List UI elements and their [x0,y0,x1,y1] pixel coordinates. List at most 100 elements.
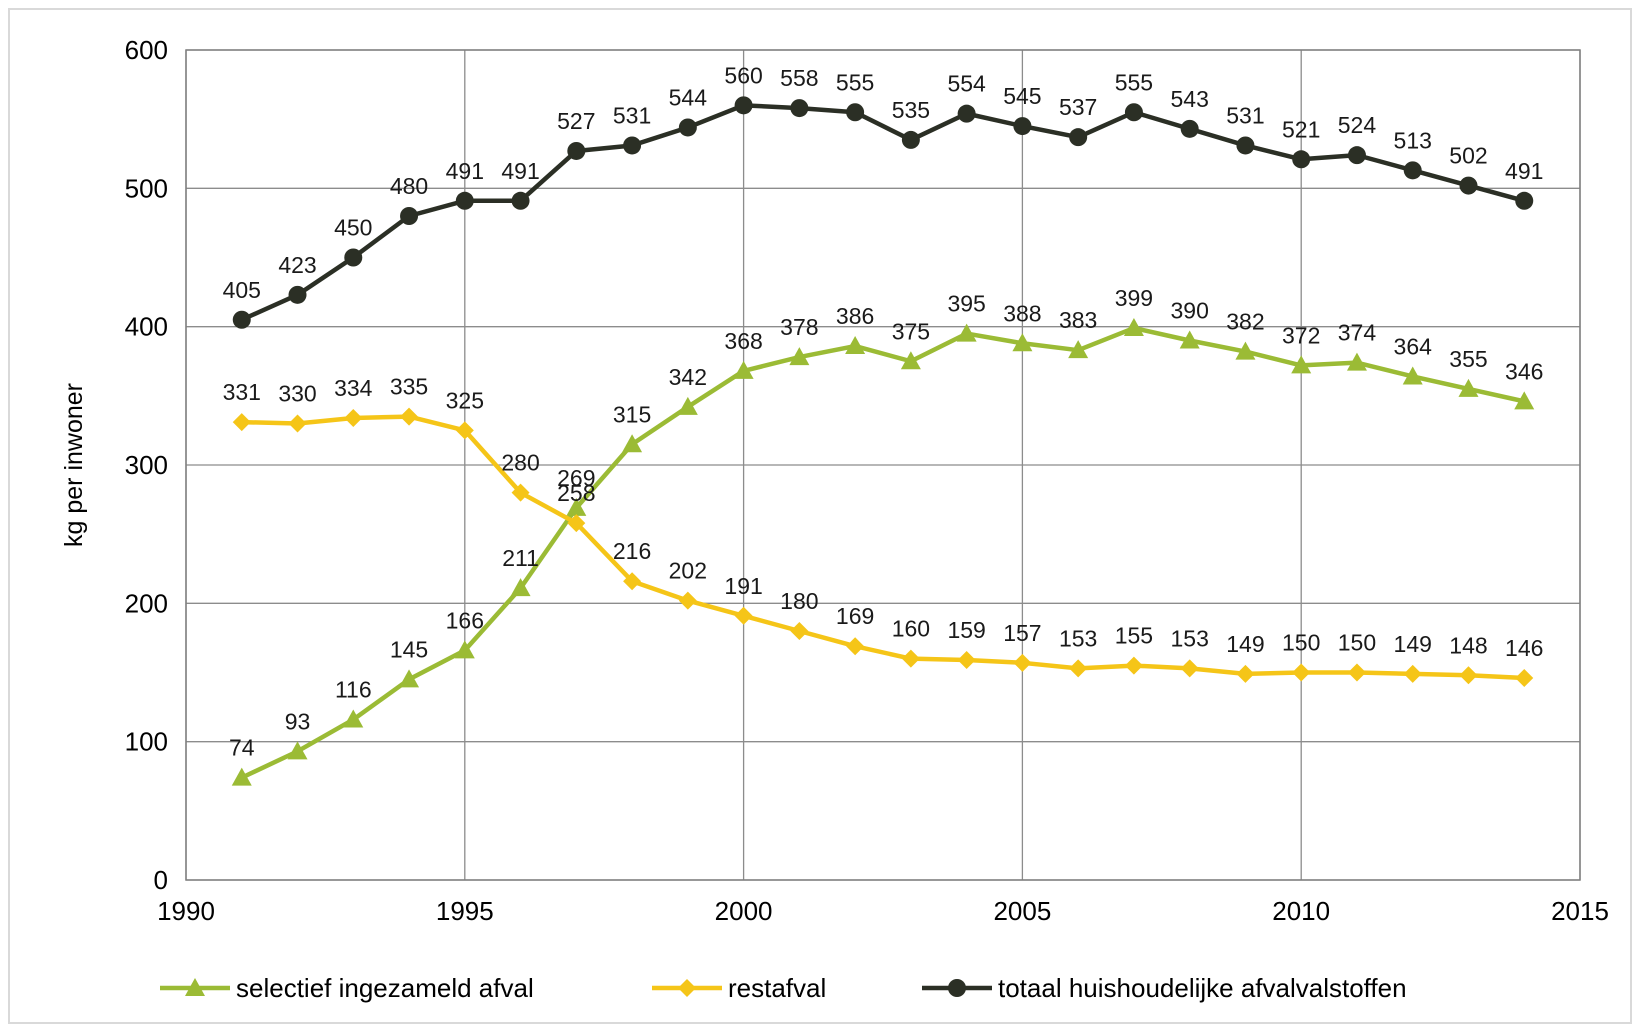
series-0-point [1458,378,1479,397]
series-0-point [845,336,866,355]
legend-marker-0 [185,978,205,996]
series-2-point [623,136,642,155]
data-label: 423 [278,252,316,278]
series-1-point [1347,663,1366,682]
series-1-point [901,649,920,668]
data-label: 180 [780,588,818,614]
series-1-point [1459,666,1478,685]
data-label: 153 [1059,625,1097,651]
series-0-point [1346,352,1367,371]
data-label: 149 [1226,631,1264,657]
series-1-point [957,651,976,670]
data-label: 157 [1003,620,1041,646]
series-1-point [1069,659,1088,678]
series-1-point [344,408,363,427]
series-0-point [231,767,252,786]
data-label: 555 [836,69,874,95]
series-0-point [343,709,364,728]
series-1-point [846,637,865,656]
data-label: 395 [947,291,985,317]
data-label: 150 [1282,630,1320,656]
data-label: 216 [613,538,651,564]
data-label: 346 [1505,358,1543,384]
series-0-point [1514,391,1535,410]
series-0-point [1123,318,1144,337]
chart-frame [8,8,1632,1024]
data-label: 399 [1115,285,1153,311]
data-label: 405 [223,277,261,303]
data-label: 166 [446,607,484,633]
data-label: 258 [557,480,595,506]
series-2-point [1347,146,1366,165]
data-label: 145 [390,636,428,662]
legend-marker-2 [948,979,966,997]
y-tick-label: 200 [125,588,168,618]
data-label: 93 [285,708,311,734]
data-label: 155 [1115,623,1153,649]
data-label: 513 [1394,127,1432,153]
series-1-point [734,606,753,625]
data-label: 390 [1170,298,1208,324]
data-label: 521 [1282,116,1320,142]
series-1-point [1236,664,1255,683]
series-2-point [344,248,363,267]
data-label: 491 [1505,158,1543,184]
series-2-point [567,141,586,160]
series-0-point [510,578,531,597]
legend-label-1: restafval [728,973,826,1003]
data-label: 191 [724,573,762,599]
series-0-point [1179,330,1200,349]
data-label: 554 [947,71,986,97]
series-line-1 [241,414,1525,681]
series-0-point [1068,340,1089,359]
data-label: 280 [501,450,539,476]
series-2-point [1292,150,1311,169]
data-label: 480 [390,173,428,199]
series-2-point [1180,119,1199,138]
series-1-point [1403,664,1422,683]
data-labels: 74 93 116 145 166 211 269 315 342 368 378 386 375 395… [223,62,1544,760]
series-0-point [900,351,921,370]
x-tick-label: 2000 [715,896,773,926]
series-2-point [790,99,809,118]
data-label: 383 [1059,307,1097,333]
x-tick-label: 1990 [157,896,215,926]
legend-marker-1 [678,979,696,997]
data-label: 388 [1003,300,1041,326]
data-label: 375 [892,318,930,344]
series-2-point [1459,176,1478,195]
data-label: 335 [390,374,428,400]
y-tick-label: 100 [125,727,168,757]
data-label: 374 [1338,320,1377,346]
data-label: 531 [613,102,651,128]
series-1-point [1515,669,1534,688]
data-label: 74 [229,735,255,761]
legend-label-0: selectief ingezameld afval [236,973,534,1003]
legend: selectief ingezameld afval restafval totaa… [160,973,1407,1003]
data-label: 544 [669,84,708,110]
series-2-point [1013,117,1032,136]
series-2-point [288,285,307,304]
series-0-point [1235,341,1256,360]
series-2-point [734,96,753,115]
series-2-point [455,191,474,210]
data-label: 560 [724,62,762,88]
series-2-point [1069,128,1088,147]
series-1-point [623,572,642,591]
y-tick-label: 0 [154,865,168,895]
series-0-point [454,640,475,659]
data-label: 491 [501,158,539,184]
series-2-point [1403,161,1422,180]
series-2-point [957,104,976,123]
y-tick-label: 600 [125,35,168,65]
series-2-point [678,118,697,137]
series-2-point [400,207,419,225]
series-line-2 [240,103,1525,322]
series-1-point [455,421,474,440]
data-label: 450 [334,215,372,241]
data-label: 160 [892,616,930,642]
data-label: 491 [446,158,484,184]
series-0-point [1291,355,1312,374]
data-label: 342 [669,364,707,390]
